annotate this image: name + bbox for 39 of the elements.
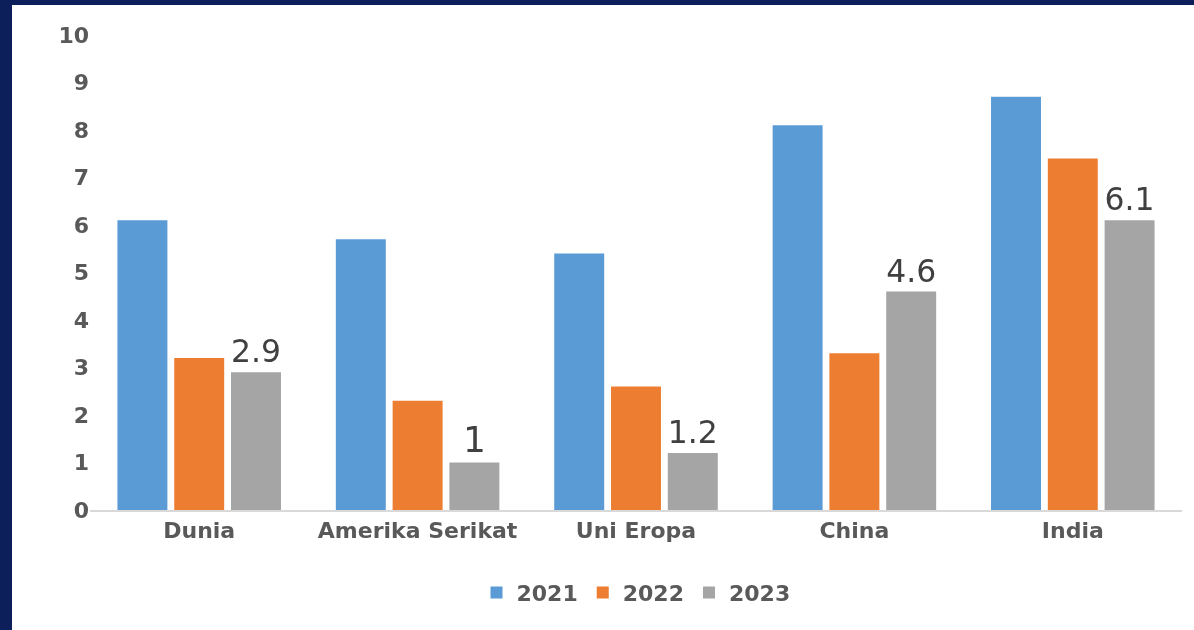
legend-label: 2021 [516, 581, 578, 607]
y-tick-label: 7 [73, 165, 89, 191]
y-tick-label: 0 [73, 497, 89, 523]
bar [554, 253, 605, 510]
bar [174, 358, 225, 510]
bar [1104, 220, 1155, 510]
x-tick-label: Uni Eropa [575, 518, 697, 544]
bar [335, 239, 386, 510]
bar [1047, 158, 1098, 510]
y-tick-label: 4 [73, 307, 89, 333]
x-tick-label: India [1041, 518, 1104, 544]
y-tick-label: 3 [73, 355, 89, 381]
bar [449, 462, 500, 510]
bar [829, 353, 880, 510]
bar [117, 220, 168, 510]
y-tick-label: 1 [73, 450, 89, 476]
data-label: 1.2 [667, 414, 718, 451]
data-label: 1 [462, 418, 486, 460]
x-tick-label: China [819, 518, 890, 544]
bar [611, 386, 661, 510]
legend-label: 2022 [622, 581, 684, 607]
y-tick-label: 6 [73, 212, 89, 238]
y-tick-label: 10 [58, 22, 89, 48]
data-label: 4.6 [886, 252, 937, 289]
data-label: 6.1 [1104, 181, 1155, 218]
bar [886, 291, 937, 510]
bar [231, 372, 281, 510]
bar [392, 400, 443, 510]
legend-label: 2023 [728, 581, 791, 607]
bar [667, 453, 718, 510]
y-tick-label: 8 [73, 117, 89, 143]
bar [991, 96, 1041, 510]
data-label: 2.9 [231, 333, 281, 370]
x-tick-label: Dunia [163, 518, 236, 544]
bar [772, 125, 823, 510]
y-tick-label: 5 [73, 260, 89, 286]
x-tick-label: Amerika Serikat [317, 518, 518, 544]
y-tick-label: 2 [73, 402, 89, 428]
y-tick-label: 9 [73, 70, 89, 96]
